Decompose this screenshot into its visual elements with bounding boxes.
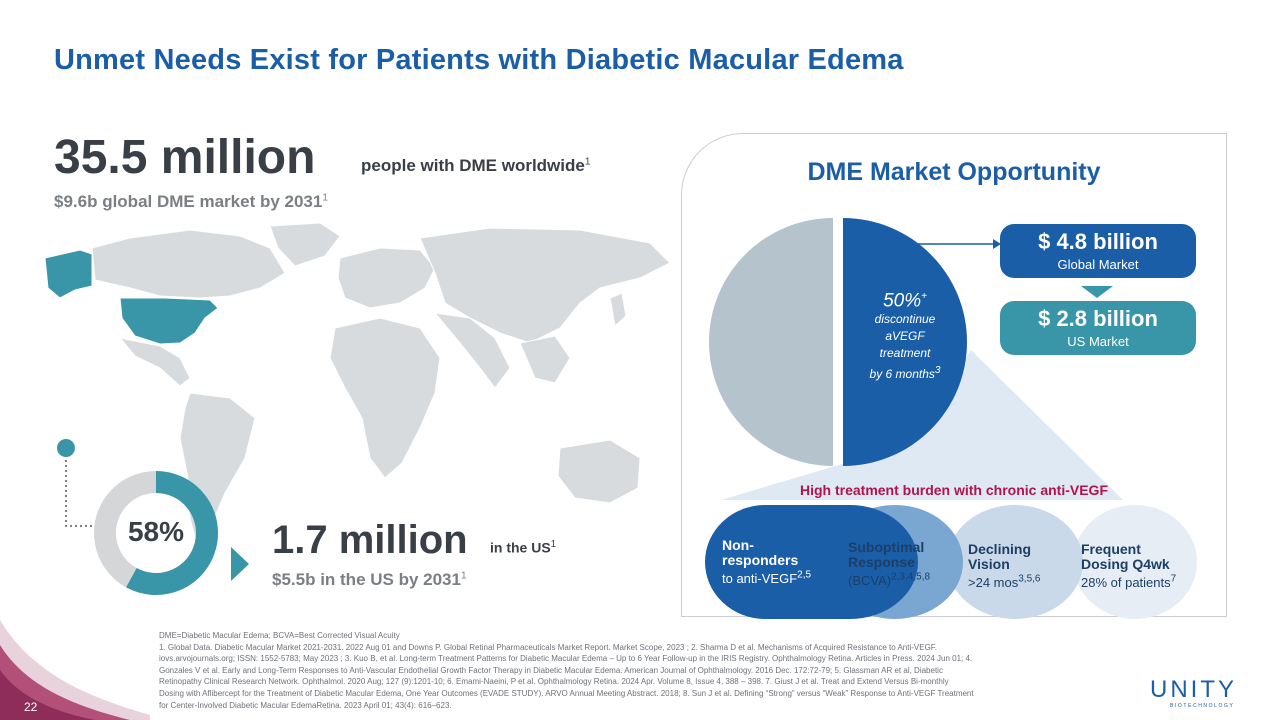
references: DME=Diabetic Macular Edema; BCVA=Best Co… — [159, 631, 974, 710]
global-market-text: $9.6b global DME market by 20311 — [54, 192, 328, 211]
alaska-highlight — [44, 249, 93, 299]
chevron-right-icon — [231, 547, 249, 581]
us-value: 1.7 million — [272, 518, 468, 562]
market-pie-chart — [709, 218, 1123, 500]
us-donut-chart — [94, 471, 218, 595]
segment-declining-vision: Declining Vision >24 mos3,5,6 — [968, 541, 1041, 591]
page-title: Unmet Needs Exist for Patients with Diab… — [54, 44, 904, 76]
world-map — [44, 222, 671, 550]
pie-blue-half — [843, 218, 967, 466]
donut-percent: 58% — [127, 516, 185, 547]
corner-swoosh — [0, 620, 150, 720]
global-market-badge: $ 4.8 billion Global Market — [1000, 224, 1196, 278]
worldwide-value: 35.5 million — [54, 131, 316, 184]
panel-title: DME Market Opportunity — [807, 158, 1101, 186]
pie-gray-half — [709, 218, 833, 466]
burden-segments — [705, 505, 1197, 619]
us-market-text: $5.5b in the US by 20311 — [272, 570, 467, 589]
worldwide-label: people with DME worldwide1 — [361, 156, 591, 175]
segment-frequent-dosing: Frequent Dosing Q4wk 28% of patients7 — [1081, 541, 1177, 591]
page-number: 22 — [24, 700, 38, 714]
us-label: in the US1 — [490, 539, 557, 556]
company-logo-sub: BIOTECHNOLOGY — [1170, 703, 1235, 709]
market-panel — [681, 133, 1227, 617]
donut-fill-arc — [126, 471, 218, 595]
down-arrow-icon — [1081, 286, 1113, 298]
us-market-badge: $ 2.8 billion US Market — [1000, 301, 1196, 355]
usa-highlight — [119, 297, 219, 345]
pie-annotation: 50%+ discontinue aVEGF treatment by 6 mo… — [869, 290, 941, 382]
company-logo: UNITY — [1150, 676, 1237, 703]
segment-suboptimal-response: Suboptimal Response (BCVA)2,3,4,5,8 — [848, 539, 931, 589]
burden-title: High treatment burden with chronic anti-… — [799, 482, 1108, 498]
segment-non-responders: Non- responders to anti-VEGF2,5 — [722, 537, 812, 587]
